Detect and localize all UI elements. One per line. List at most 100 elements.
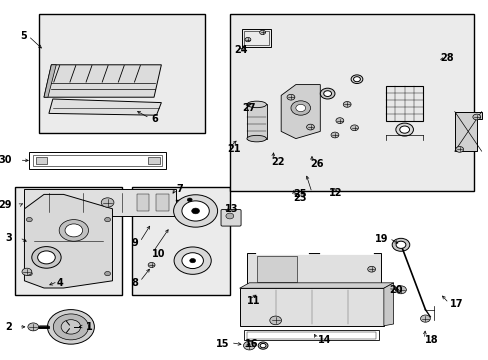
Text: 6: 6 — [151, 114, 158, 124]
Circle shape — [244, 37, 250, 42]
Circle shape — [286, 94, 294, 100]
Circle shape — [26, 217, 32, 222]
Text: 15: 15 — [216, 339, 229, 349]
Text: 26: 26 — [310, 159, 324, 169]
Text: 16: 16 — [244, 339, 258, 349]
Circle shape — [306, 124, 314, 130]
Bar — [36, 157, 47, 164]
Text: 17: 17 — [449, 299, 463, 309]
Text: 21: 21 — [227, 144, 241, 154]
Circle shape — [104, 271, 110, 276]
Circle shape — [395, 286, 406, 294]
FancyBboxPatch shape — [221, 210, 241, 226]
Text: 23: 23 — [293, 193, 306, 203]
Bar — [29, 152, 166, 169]
Circle shape — [367, 266, 375, 272]
Circle shape — [173, 195, 217, 227]
Circle shape — [26, 271, 32, 276]
Text: 27: 27 — [242, 103, 255, 113]
Circle shape — [104, 217, 110, 222]
Bar — [156, 194, 168, 211]
Polygon shape — [383, 283, 393, 326]
Circle shape — [399, 126, 409, 133]
Polygon shape — [24, 194, 112, 288]
Circle shape — [47, 310, 94, 344]
Text: 18: 18 — [425, 335, 438, 345]
Text: 22: 22 — [271, 157, 285, 167]
Circle shape — [174, 247, 211, 274]
Bar — [137, 194, 149, 211]
Ellipse shape — [246, 101, 266, 108]
Circle shape — [53, 314, 88, 340]
Circle shape — [335, 118, 343, 123]
Bar — [386, 86, 422, 121]
Text: 7: 7 — [176, 184, 183, 194]
Circle shape — [290, 101, 310, 115]
Text: 4: 4 — [56, 278, 63, 288]
Circle shape — [189, 258, 195, 263]
Polygon shape — [44, 65, 56, 97]
Text: 14: 14 — [317, 335, 331, 345]
Circle shape — [187, 198, 192, 202]
Text: 10: 10 — [151, 249, 165, 259]
Circle shape — [182, 253, 203, 269]
Bar — [229, 14, 473, 191]
Circle shape — [258, 342, 267, 349]
Text: 29: 29 — [0, 200, 12, 210]
Circle shape — [343, 102, 350, 107]
Circle shape — [353, 77, 360, 82]
Text: 2: 2 — [5, 322, 12, 332]
Bar — [148, 157, 160, 164]
Circle shape — [65, 224, 82, 237]
Polygon shape — [44, 65, 161, 97]
Circle shape — [455, 147, 463, 152]
Circle shape — [38, 251, 55, 264]
Text: 3: 3 — [5, 233, 12, 243]
Bar — [247, 332, 375, 339]
Circle shape — [472, 114, 480, 120]
Text: 25: 25 — [293, 189, 306, 199]
Circle shape — [330, 132, 338, 138]
Circle shape — [320, 88, 334, 99]
Bar — [244, 31, 268, 45]
Circle shape — [395, 241, 405, 248]
Bar — [256, 256, 297, 282]
Bar — [15, 187, 122, 295]
Polygon shape — [239, 288, 383, 326]
Circle shape — [148, 262, 155, 267]
Text: 30: 30 — [0, 155, 12, 165]
Circle shape — [323, 91, 331, 96]
Circle shape — [225, 213, 233, 219]
Bar — [132, 187, 229, 295]
Bar — [24, 189, 176, 216]
Circle shape — [350, 75, 362, 84]
Circle shape — [32, 247, 61, 268]
Circle shape — [182, 201, 209, 221]
Circle shape — [391, 238, 409, 251]
Circle shape — [295, 104, 305, 112]
Bar — [244, 330, 378, 340]
Text: 8: 8 — [131, 278, 138, 288]
Text: 13: 13 — [224, 204, 238, 214]
Text: 20: 20 — [388, 285, 402, 295]
Text: 28: 28 — [439, 53, 453, 63]
Bar — [33, 155, 162, 166]
Text: 1: 1 — [85, 322, 92, 332]
Polygon shape — [49, 99, 161, 115]
Circle shape — [260, 343, 265, 348]
Polygon shape — [281, 85, 320, 139]
Text: 5: 5 — [20, 31, 27, 41]
Bar — [246, 104, 266, 139]
Circle shape — [420, 315, 429, 322]
Text: 12: 12 — [328, 188, 342, 198]
Polygon shape — [454, 112, 481, 151]
Bar — [39, 14, 205, 133]
Circle shape — [59, 220, 88, 241]
Circle shape — [28, 323, 39, 331]
Circle shape — [22, 268, 32, 275]
Circle shape — [61, 320, 81, 334]
Circle shape — [101, 198, 114, 207]
Circle shape — [395, 123, 413, 136]
Text: 11: 11 — [246, 296, 260, 306]
Circle shape — [243, 341, 255, 350]
